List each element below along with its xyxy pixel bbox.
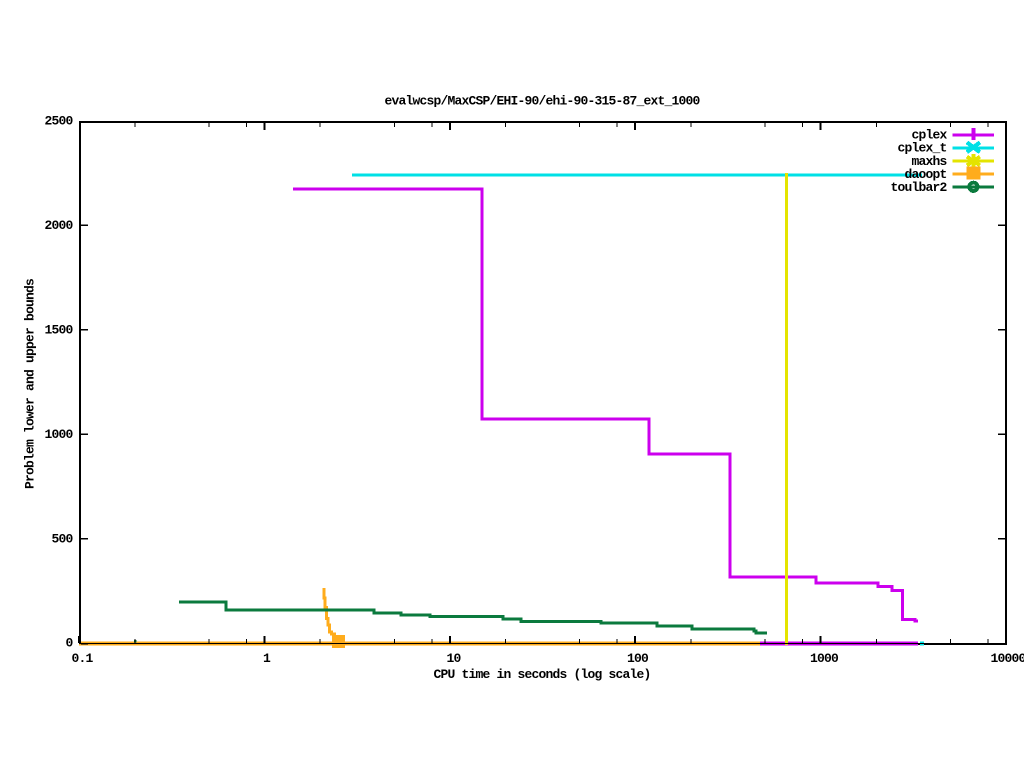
svg-text:1000: 1000: [45, 427, 74, 442]
svg-text:1000: 1000: [810, 651, 839, 666]
svg-text:1: 1: [263, 651, 271, 666]
svg-text:10: 10: [447, 651, 462, 666]
svg-text:Problem lower and upper bounds: Problem lower and upper bounds: [23, 278, 38, 489]
svg-text:2000: 2000: [45, 218, 74, 233]
svg-text:500: 500: [52, 531, 74, 546]
svg-text:toulbar2: toulbar2: [891, 180, 948, 195]
svg-text:0: 0: [66, 636, 74, 651]
svg-text:100: 100: [627, 651, 649, 666]
svg-text:10000: 10000: [991, 651, 1024, 666]
svg-text:CPU time in seconds (log scale: CPU time in seconds (log scale): [434, 667, 651, 682]
svg-text:2500: 2500: [45, 114, 74, 129]
svg-text:evalwcsp/MaxCSP/EHI-90/ehi-90-: evalwcsp/MaxCSP/EHI-90/ehi-90-315-87_ext…: [385, 94, 701, 109]
svg-text:1500: 1500: [45, 323, 74, 338]
svg-text:0.1: 0.1: [72, 651, 94, 666]
